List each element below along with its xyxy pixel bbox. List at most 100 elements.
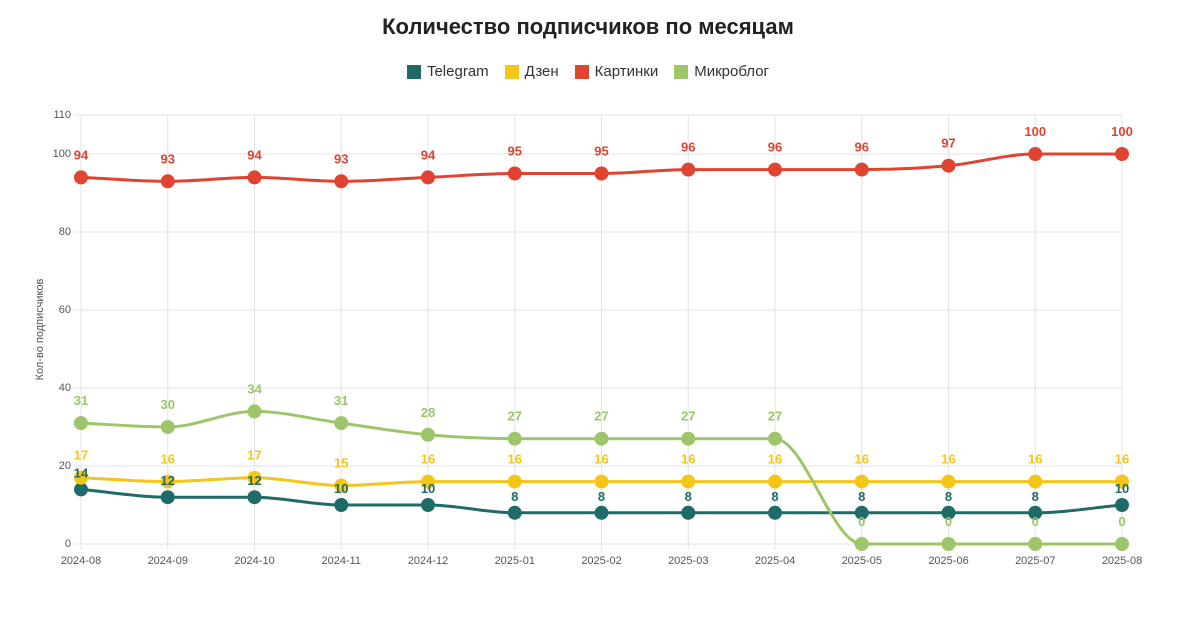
series-1-data-label: 16 [941, 452, 955, 467]
x-tick-label: 2024-09 [148, 555, 188, 567]
series-1-point [594, 474, 609, 489]
series-0-point [854, 505, 869, 520]
series-1-data-label: 16 [161, 452, 175, 467]
series-2-data-label: 94 [421, 147, 436, 162]
series-0-point [507, 505, 522, 520]
x-tick-label: 2024-08 [61, 555, 101, 567]
series-1-point [768, 474, 782, 489]
series-2-point [941, 158, 956, 173]
x-tick-label: 2024-12 [408, 555, 448, 567]
series-1-point [941, 474, 956, 489]
series-3-data-label: 0 [1118, 514, 1125, 529]
series-0-point [1028, 505, 1043, 520]
series-1-data-label: 16 [855, 452, 869, 467]
series-2-point [74, 170, 88, 185]
series-2-data-label: 95 [594, 144, 608, 159]
series-2-point [334, 174, 349, 189]
series-3-data-label: 0 [1032, 514, 1039, 529]
legend-item-2[interactable]: Картинки [574, 63, 658, 80]
series-3-data-label: 30 [161, 397, 175, 412]
series-0-data-label: 8 [598, 489, 605, 504]
series-1-data-label: 16 [1115, 452, 1129, 467]
series-1-point [160, 474, 175, 489]
series-1-point [1115, 474, 1129, 489]
series-2-data-label: 96 [681, 140, 695, 155]
y-tick-label: 80 [59, 226, 71, 238]
series-0-data-label: 10 [1115, 481, 1129, 496]
series-3-data-label: 31 [334, 393, 348, 408]
series-2-line [80, 152, 1122, 183]
series-0-point [1115, 498, 1129, 512]
y-axis-title: Кол-во подписчиков [34, 278, 46, 380]
x-tick-label: 2025-01 [495, 555, 535, 567]
series-0-point [160, 490, 175, 505]
series-3-data-label: 27 [508, 409, 522, 424]
series-2-data-label: 95 [508, 144, 522, 159]
series-3-data-label: 0 [945, 514, 952, 529]
series-0-data-label: 8 [858, 489, 865, 504]
series-0-data-label: 8 [1032, 489, 1039, 504]
x-tick-label: 2025-05 [842, 555, 882, 567]
x-tick-label: 2024-11 [321, 555, 361, 567]
legend-label: Дзен [524, 63, 559, 80]
series-2-data-label: 93 [161, 151, 175, 166]
legend-item-3[interactable]: Микроблог [674, 63, 769, 80]
series-0-line [80, 487, 1123, 515]
series-3-point [768, 431, 782, 446]
series-2-point [768, 162, 782, 177]
x-tick-label: 2025-08 [1102, 555, 1142, 567]
series-0-data-label: 12 [161, 473, 175, 488]
series-0-point [421, 498, 435, 512]
series-3-point [1115, 537, 1129, 551]
series-1-line [80, 476, 1122, 488]
x-tick-label: 2025-03 [668, 555, 708, 567]
series-1-data-label: 16 [768, 452, 782, 467]
series-2-point [1028, 147, 1043, 161]
series-0-data-label: 8 [685, 489, 692, 504]
series-2-point [854, 162, 869, 177]
series-0-point [681, 505, 696, 520]
series-3-point [507, 431, 522, 446]
series-2-point [160, 174, 175, 189]
y-tick-label: 60 [59, 304, 71, 316]
series-1-point [681, 474, 696, 489]
y-tick-label: 20 [59, 460, 71, 472]
series-2-data-label: 96 [768, 140, 782, 155]
y-tick-label: 100 [53, 148, 71, 160]
series-3-data-label: 28 [421, 405, 435, 420]
series-1-point [334, 478, 349, 493]
series-1-point [247, 470, 262, 485]
legend: Telegram Дзен Картинки Микроблог [0, 63, 1176, 80]
series-3-point [594, 431, 609, 446]
series-2-data-label: 97 [941, 136, 955, 151]
chart-title: Количество подписчиков по месяцам [382, 14, 794, 39]
series-3-data-label: 27 [594, 409, 608, 424]
series-0-point [247, 490, 262, 505]
legend-item-0[interactable]: Telegram [406, 63, 489, 80]
series-2-data-label: 100 [1024, 124, 1046, 139]
series-1-point [1028, 474, 1043, 489]
series-3-data-label: 27 [681, 409, 695, 424]
series-3-point [247, 404, 262, 419]
series-0-data-label: 14 [74, 465, 89, 480]
series-3-data-label: 31 [74, 393, 88, 408]
series-1-data-label: 16 [681, 452, 695, 467]
series-3-point [941, 537, 956, 551]
x-tick-label: 2024-10 [234, 555, 274, 567]
series-3-point [854, 537, 869, 551]
legend-label: Микроблог [694, 63, 770, 80]
series-1-data-label: 15 [334, 456, 348, 471]
series-1-point [507, 474, 522, 489]
series-2-data-label: 93 [334, 151, 348, 166]
series-1-data-label: 16 [421, 452, 435, 467]
series-1-data-label: 16 [1028, 452, 1042, 467]
series-1-point [854, 474, 869, 489]
series-3-data-label: 0 [858, 514, 865, 529]
legend-swatch [674, 64, 689, 79]
series-0-data-label: 8 [511, 489, 518, 504]
legend-item-1[interactable]: Дзен [504, 63, 559, 80]
y-tick-label: 0 [65, 538, 71, 550]
series-3-data-label: 27 [768, 409, 782, 424]
